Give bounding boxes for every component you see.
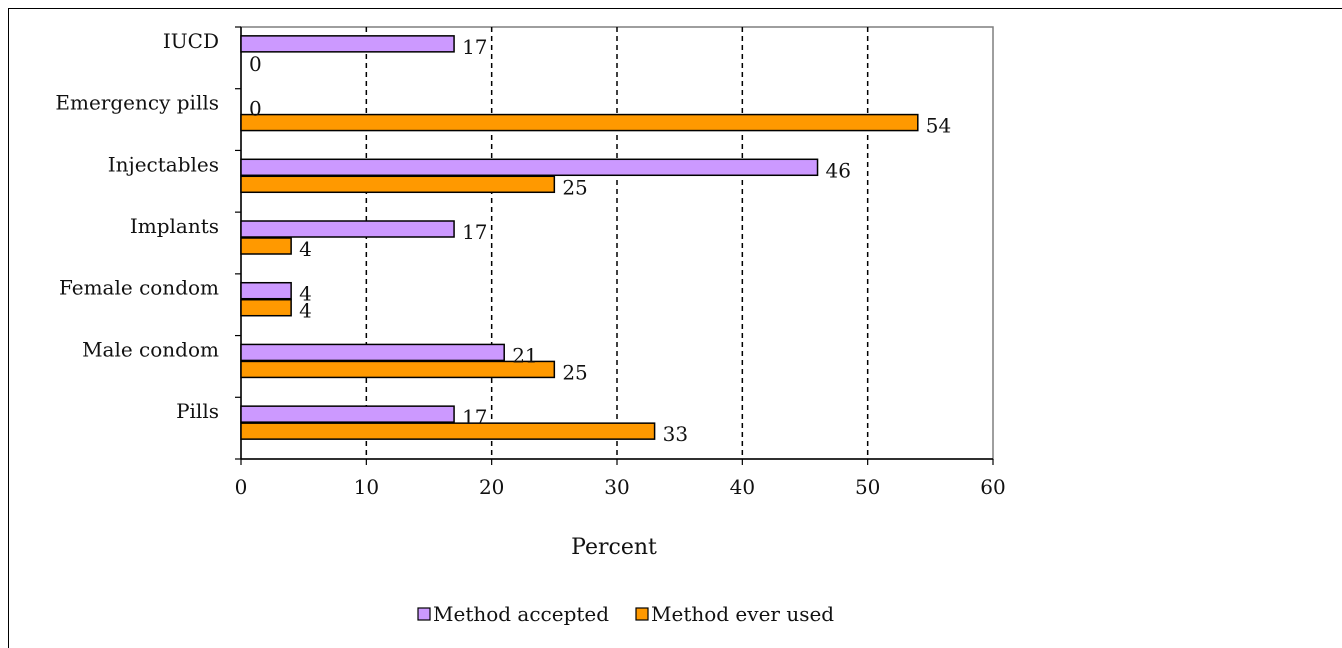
plot-area	[240, 26, 994, 460]
chart-frame	[8, 8, 1342, 648]
x-tick-label: 0	[235, 475, 248, 499]
bar-method-accepted	[240, 343, 505, 362]
data-label: 17	[462, 220, 487, 244]
bar-method-ever-used	[240, 113, 919, 132]
x-tick-label: 60	[980, 475, 1005, 499]
bar-method-accepted	[240, 35, 455, 53]
bar-method-ever-used	[240, 422, 656, 440]
bar-method-ever-used	[240, 175, 556, 194]
data-label: 46	[826, 158, 851, 182]
data-label: 54	[926, 114, 951, 138]
data-label: 17	[462, 35, 487, 59]
data-label: 4	[299, 299, 312, 323]
legend-label: Method ever used	[651, 602, 834, 626]
bar-method-accepted	[240, 281, 292, 300]
x-tick-label: 50	[855, 475, 880, 499]
data-label: 25	[562, 175, 587, 199]
category-label: Male condom	[82, 337, 219, 361]
bar-method-accepted	[240, 405, 455, 423]
category-label: IUCD	[163, 29, 219, 53]
bar-method-ever-used	[240, 360, 556, 379]
legend-swatch	[635, 607, 649, 621]
legend-label: Method accepted	[433, 602, 609, 626]
data-label: 0	[249, 97, 262, 121]
category-label: Injectables	[108, 152, 219, 176]
data-label: 25	[562, 360, 587, 384]
bar-method-ever-used	[240, 237, 292, 255]
bar-method-ever-used	[240, 298, 292, 317]
x-tick-label: 30	[604, 475, 629, 499]
x-tick-label: 20	[479, 475, 504, 499]
data-label: 17	[462, 405, 487, 429]
bars	[240, 35, 919, 440]
x-axis-title: Percent	[571, 535, 657, 560]
data-label: 4	[299, 237, 312, 261]
category-label: Implants	[130, 214, 219, 238]
data-label: 0	[249, 52, 262, 76]
legend: Method accepted Method ever used	[417, 602, 834, 626]
data-label: 21	[512, 343, 537, 367]
legend-swatch	[417, 607, 431, 621]
data-label: 4	[299, 282, 312, 306]
bar-method-accepted	[240, 220, 455, 238]
data-label: 33	[663, 422, 688, 446]
x-tick-label: 10	[354, 475, 379, 499]
category-label: Pills	[176, 399, 219, 423]
category-label: Female condom	[59, 276, 219, 300]
x-tick-label: 40	[730, 475, 755, 499]
bar-method-accepted	[240, 158, 819, 177]
category-label: Emergency pills	[55, 91, 219, 115]
